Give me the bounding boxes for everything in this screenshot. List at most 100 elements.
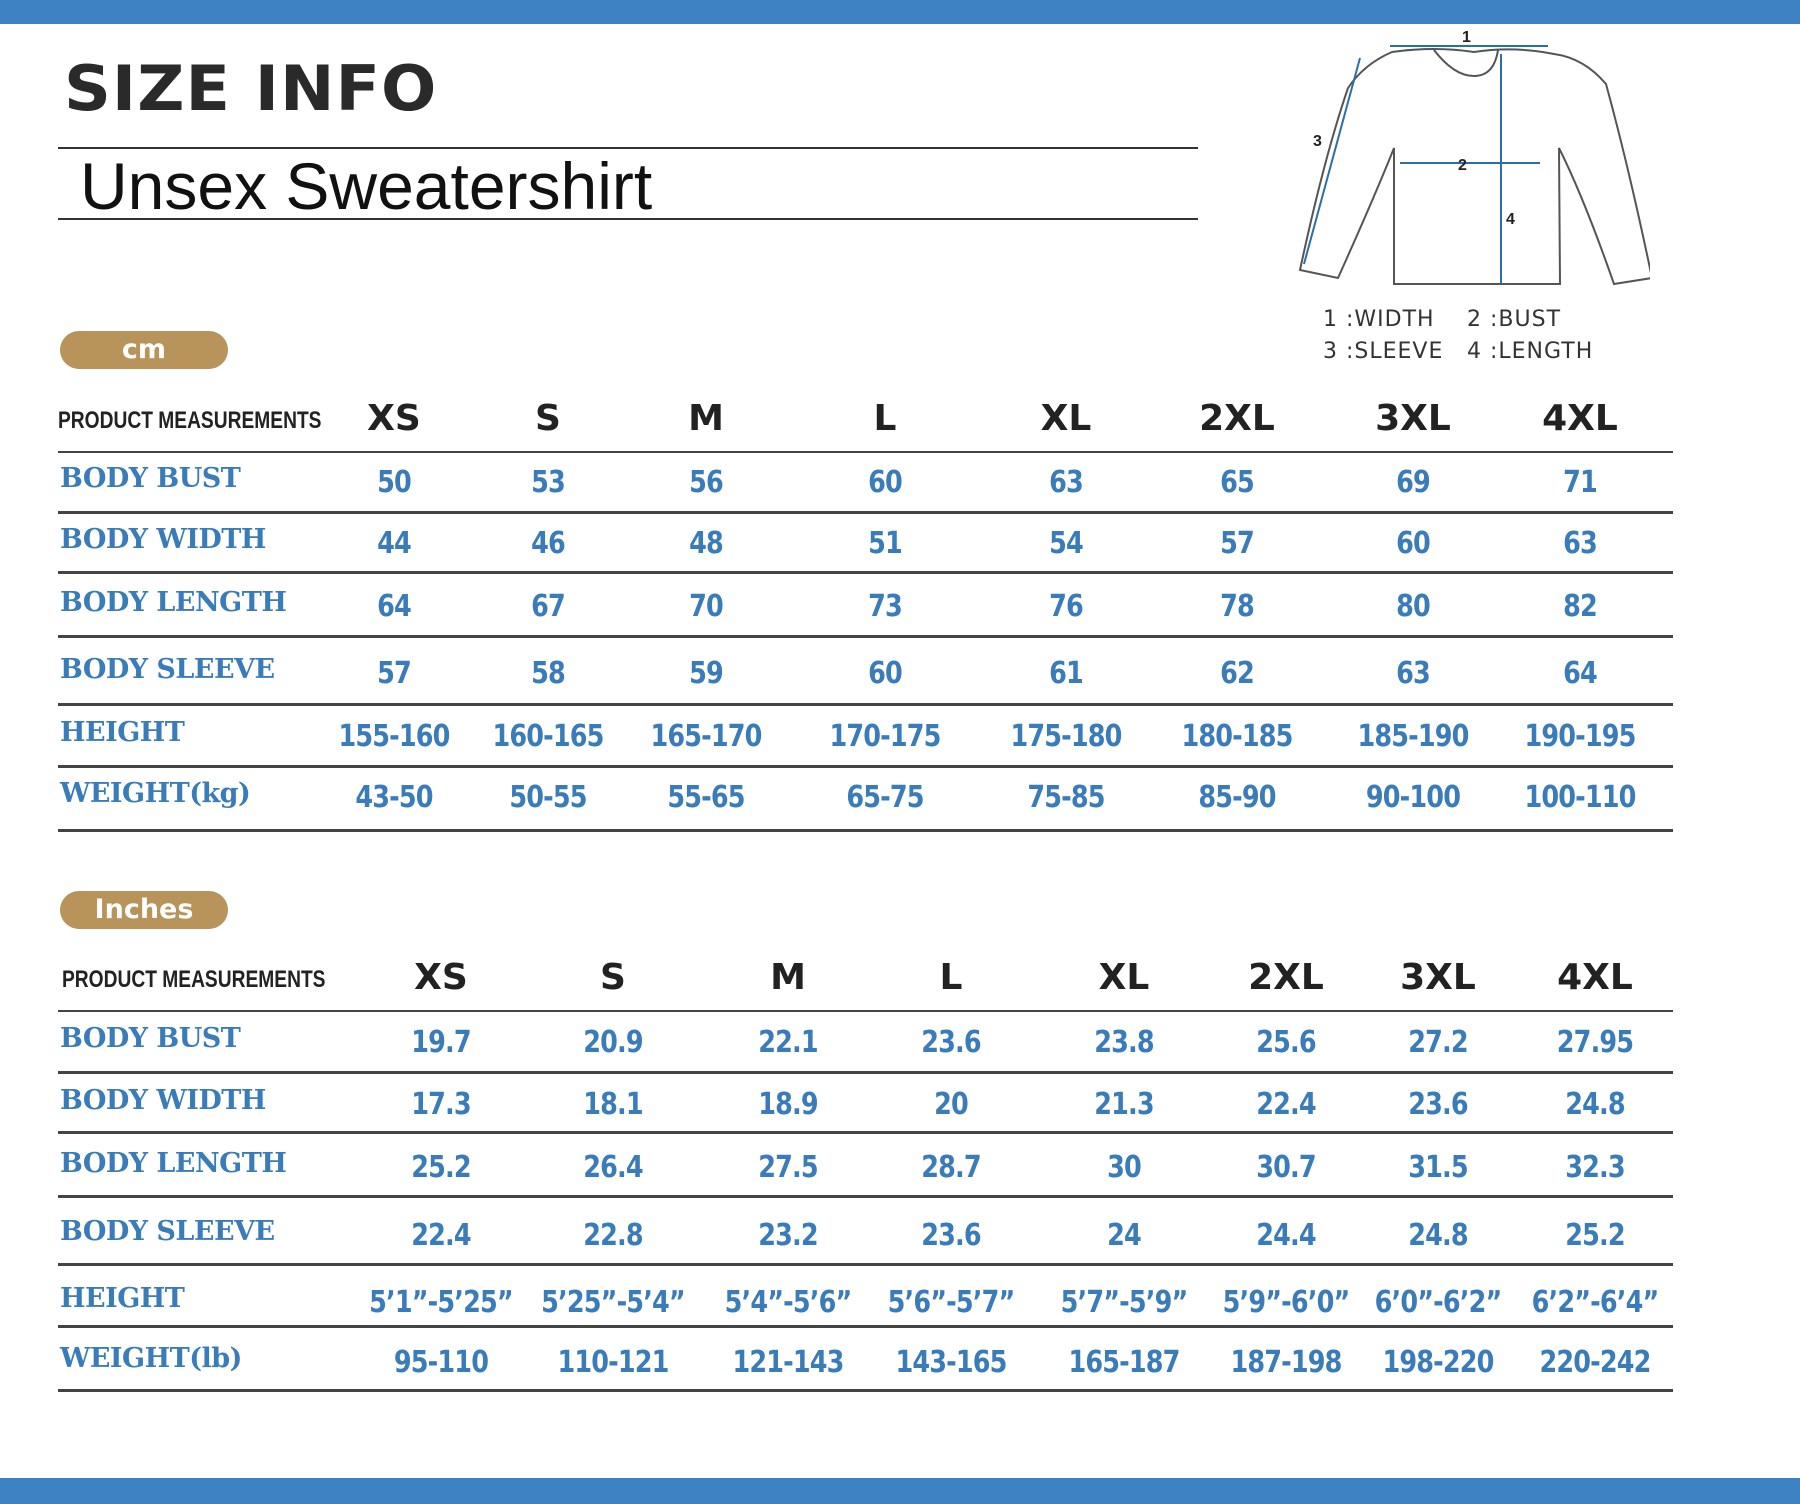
row-body-sleeve-value-2xl: 24.4 [1256, 1218, 1316, 1253]
row-height-value-s: 5’25”-5’4” [541, 1285, 686, 1320]
marker-1: 1 [1462, 29, 1471, 46]
row-body-sleeve-value-3xl: 24.8 [1408, 1218, 1468, 1253]
row-body-width-value-xl: 54 [1049, 526, 1084, 561]
row-body-sleeve-label: BODY SLEEVE [60, 654, 275, 685]
row-body-bust-value-3xl: 69 [1396, 465, 1431, 500]
legend-sleeve: 3 :SLEEVE [1323, 339, 1444, 364]
size-header-l: L [873, 398, 897, 439]
row-weight-lb-value-m: 121-143 [732, 1345, 844, 1380]
row-body-width-value-xs: 44 [377, 526, 412, 561]
row-body-bust-value-2xl: 25.6 [1256, 1025, 1316, 1060]
size-header-2xl: 2XL [1248, 957, 1324, 998]
row-height-value-xl: 175-180 [1010, 719, 1122, 754]
row-weight-lb-value-xs: 95-110 [393, 1345, 489, 1380]
unit-badge-cm: cm [60, 331, 228, 369]
row-body-length-value-m: 27.5 [758, 1150, 818, 1185]
title-divider-bottom [58, 218, 1198, 220]
row-weight-kg-value-l: 65-75 [846, 780, 924, 815]
row-body-bust-value-4xl: 27.95 [1556, 1025, 1634, 1060]
legend-bust: 2 :BUST [1467, 307, 1562, 332]
row-weight-lb-label: WEIGHT(lb) [60, 1343, 242, 1374]
row-body-sleeve-value-xs: 57 [377, 656, 412, 691]
size-header-xs: XS [367, 398, 421, 439]
size-header-xl: XL [1040, 398, 1092, 439]
row-body-bust-value-l: 23.6 [921, 1025, 981, 1060]
row-weight-lb-value-s: 110-121 [557, 1345, 669, 1380]
row-body-length-value-2xl: 78 [1220, 589, 1255, 624]
page-title: SIZE INFO [64, 52, 438, 125]
legend-length: 4 :LENGTH [1467, 339, 1594, 364]
marker-4: 4 [1506, 211, 1515, 228]
sweatshirt-diagram: 1 2 3 4 [1290, 28, 1654, 303]
row-body-length-value-xl: 30 [1107, 1150, 1142, 1185]
top-accent-bar [0, 0, 1800, 24]
row-body-sleeve-value-xs: 22.4 [411, 1218, 471, 1253]
row-weight-kg-value-3xl: 90-100 [1365, 780, 1461, 815]
row-weight-kg-value-s: 50-55 [509, 780, 587, 815]
size-header-m: M [770, 957, 806, 998]
row-height-value-3xl: 185-190 [1357, 719, 1469, 754]
row-weight-lb-value-xl: 165-187 [1068, 1345, 1180, 1380]
bottom-accent-bar [0, 1478, 1800, 1504]
row-body-width-value-s: 46 [531, 526, 566, 561]
row-weight-lb-value-4xl: 220-242 [1539, 1345, 1651, 1380]
row-body-width-value-3xl: 60 [1396, 526, 1431, 561]
row-divider [58, 1263, 1673, 1266]
row-body-length-value-3xl: 31.5 [1408, 1150, 1468, 1185]
size-header-2xl: 2XL [1199, 398, 1275, 439]
row-body-length-value-l: 28.7 [921, 1150, 981, 1185]
marker-2: 2 [1458, 157, 1467, 174]
row-body-sleeve-value-4xl: 64 [1563, 656, 1598, 691]
row-body-bust-value-m: 22.1 [758, 1025, 818, 1060]
row-body-length-value-s: 26.4 [583, 1150, 643, 1185]
row-divider [58, 765, 1673, 768]
row-height-label: HEIGHT [60, 1283, 185, 1314]
row-height-value-xs: 5’1”-5’25” [369, 1285, 514, 1320]
row-height-value-4xl: 6’2”-6’4” [1531, 1285, 1660, 1320]
size-header-xs: XS [414, 957, 468, 998]
size-header-xl: XL [1098, 957, 1150, 998]
row-body-width-value-m: 18.9 [758, 1087, 818, 1122]
row-divider [58, 451, 1673, 453]
row-height-value-xl: 5’7”-5’9” [1060, 1285, 1189, 1320]
row-body-sleeve-value-3xl: 63 [1396, 656, 1431, 691]
row-weight-kg-label: WEIGHT(kg) [60, 778, 251, 809]
row-divider [58, 703, 1673, 706]
row-body-width-label: BODY WIDTH [60, 1085, 266, 1116]
row-body-width-label: BODY WIDTH [60, 524, 266, 555]
row-body-bust-value-xs: 19.7 [411, 1025, 471, 1060]
row-divider [58, 1389, 1673, 1392]
product-name: Unsex Sweatershirt [80, 149, 653, 223]
size-header-s: S [600, 957, 626, 998]
row-divider [58, 1195, 1673, 1198]
row-body-bust-label: BODY BUST [60, 1023, 241, 1054]
size-header-s: S [535, 398, 561, 439]
row-body-width-value-l: 20 [934, 1087, 969, 1122]
row-body-width-value-3xl: 23.6 [1408, 1087, 1468, 1122]
row-body-sleeve-value-xl: 24 [1107, 1218, 1142, 1253]
row-weight-lb-value-l: 143-165 [895, 1345, 1007, 1380]
row-height-value-2xl: 5’9”-6’0” [1222, 1285, 1351, 1320]
row-body-length-value-xs: 64 [377, 589, 412, 624]
row-body-length-value-s: 67 [531, 589, 566, 624]
row-weight-kg-value-m: 55-65 [667, 780, 745, 815]
row-divider [58, 1010, 1673, 1012]
marker-3: 3 [1313, 133, 1322, 150]
legend-width: 1 :WIDTH [1323, 307, 1435, 332]
row-body-bust-value-s: 20.9 [583, 1025, 643, 1060]
row-body-length-value-m: 70 [689, 589, 724, 624]
row-body-sleeve-value-l: 60 [868, 656, 903, 691]
row-body-width-value-2xl: 57 [1220, 526, 1255, 561]
row-height-value-s: 160-165 [492, 719, 604, 754]
size-header-l: L [939, 957, 963, 998]
row-divider [58, 1071, 1673, 1074]
title-divider-top [58, 147, 1198, 149]
row-body-length-value-4xl: 82 [1563, 589, 1598, 624]
row-body-sleeve-value-2xl: 62 [1220, 656, 1255, 691]
row-body-sleeve-value-s: 58 [531, 656, 566, 691]
row-weight-lb-value-3xl: 198-220 [1382, 1345, 1494, 1380]
row-body-width-value-xs: 17.3 [411, 1087, 471, 1122]
row-body-sleeve-label: BODY SLEEVE [60, 1216, 275, 1247]
row-height-value-2xl: 180-185 [1181, 719, 1293, 754]
row-height-value-m: 165-170 [650, 719, 762, 754]
